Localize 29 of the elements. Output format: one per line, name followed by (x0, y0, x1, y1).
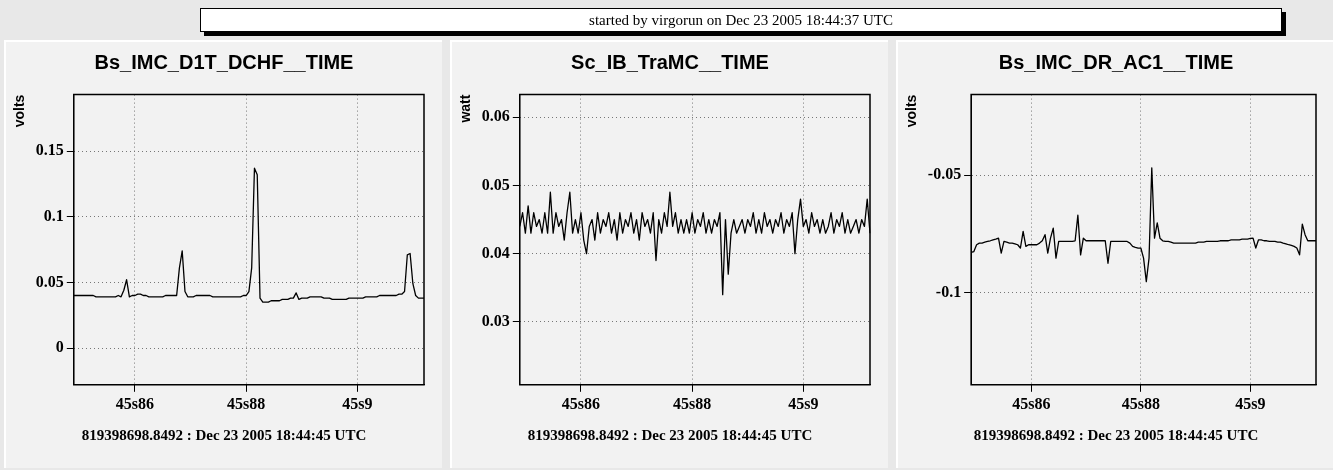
x-tick-label: 45s86 (1012, 394, 1051, 412)
x-tick-label: 45s88 (1121, 394, 1160, 412)
x-tick-label: 45s9 (342, 394, 373, 412)
y-tick-label: 0.1 (43, 206, 64, 224)
y-tick-label: 0.15 (35, 141, 64, 159)
y-tick-label: -0.05 (927, 165, 962, 183)
y-tick-label: 0 (55, 338, 64, 356)
x-tick-label: 45s86 (115, 394, 155, 412)
x-tick-label: 45s9 (788, 394, 819, 412)
y-tick-label: 0.05 (481, 175, 510, 193)
chart-title: Sc_IB_TraMC__TIME (571, 51, 769, 73)
text: started by virgorun on Dec 23 2005 18:44:37 UTC (589, 12, 893, 28)
chart-title: Bs_IMC_DR_AC1__TIME (998, 51, 1234, 73)
chart-title: Bs_IMC_D1T_DCHF__TIME (94, 51, 354, 73)
x-tick-label: 45s88 (227, 394, 266, 412)
y-axis-title: volts (11, 94, 28, 128)
text: 819398698.8492 : Dec 23 2005 18:44:45 UTC (80, 427, 368, 444)
y-tick-label: 0.04 (481, 243, 510, 261)
y-axis-title: volts (903, 94, 920, 128)
y-axis-title: watt (457, 94, 474, 124)
y-tick-label: -0.1 (935, 282, 962, 300)
y-tick-label: 0.06 (481, 107, 510, 125)
x-tick-label: 45s9 (1235, 394, 1266, 412)
y-tick-label: 0.03 (481, 312, 510, 330)
y-tick-label: 0.05 (35, 272, 64, 290)
x-tick-label: 45s86 (561, 394, 601, 412)
text: 819398698.8492 : Dec 23 2005 18:44:45 UTC (526, 427, 814, 444)
text: 819398698.8492 : Dec 23 2005 18:44:45 UTC (972, 427, 1260, 444)
x-tick-label: 45s88 (673, 394, 712, 412)
